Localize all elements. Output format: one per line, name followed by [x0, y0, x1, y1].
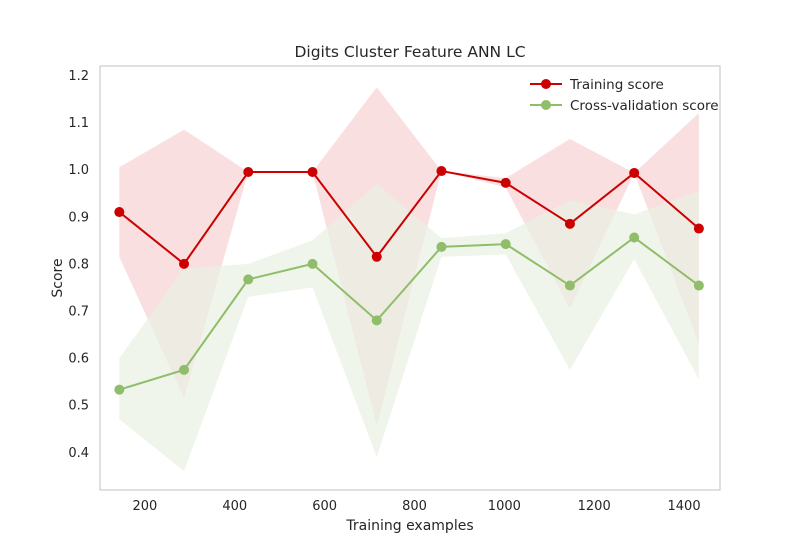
legend: Training score Cross-validation score — [530, 77, 719, 114]
x-tick-label: 1200 — [578, 499, 611, 514]
series-lines — [118, 169, 700, 391]
y-tick-label: 0.4 — [68, 446, 89, 461]
point-series-1-7 — [564, 280, 575, 291]
point-series-1-4 — [371, 315, 382, 326]
point-series-1-2 — [243, 274, 254, 285]
x-tick-labels: 200 400 600 800 1000 1200 1400 — [133, 499, 701, 514]
y-tick-labels: 0.4 0.5 0.6 0.7 0.8 0.9 1.0 1.1 1.2 — [68, 69, 89, 461]
chart-title: Digits Cluster Feature ANN LC — [294, 43, 525, 61]
y-tick-label: 0.9 — [68, 210, 89, 225]
point-series-0-2 — [243, 167, 254, 177]
point-series-1-3 — [307, 258, 318, 269]
legend-marker-training — [541, 79, 551, 89]
x-tick-label: 1000 — [488, 499, 521, 514]
band-series-1 — [119, 183, 699, 472]
point-series-1-8 — [629, 232, 640, 243]
point-series-1-1 — [179, 364, 190, 375]
x-tick-label: 800 — [402, 499, 427, 514]
point-series-1-0 — [114, 384, 125, 395]
point-series-0-7 — [564, 218, 575, 229]
point-series-0-4 — [371, 251, 382, 262]
x-tick-label: 1400 — [668, 499, 701, 514]
x-tick-label: 400 — [222, 499, 247, 514]
line-series-0 — [118, 169, 700, 266]
y-tick-label: 1.2 — [68, 69, 89, 84]
series-points — [114, 166, 704, 395]
point-series-0-5 — [436, 166, 447, 177]
legend-label-cv: Cross-validation score — [570, 98, 719, 114]
point-series-0-9 — [693, 223, 704, 234]
point-series-0-8 — [629, 167, 640, 178]
legend-label-training: Training score — [569, 77, 664, 93]
x-axis-label: Training examples — [345, 518, 473, 534]
x-tick-label: 600 — [312, 499, 337, 514]
y-tick-label: 0.5 — [68, 399, 89, 414]
point-series-0-0 — [114, 207, 125, 218]
plot-frame — [99, 65, 721, 491]
y-tick-label: 0.6 — [68, 352, 89, 367]
y-tick-label: 0.7 — [68, 304, 89, 319]
line-series-1 — [119, 236, 700, 391]
x-tick-label: 200 — [133, 499, 158, 514]
legend-marker-cv — [541, 100, 551, 110]
std-bands — [119, 87, 699, 472]
point-series-1-6 — [500, 239, 511, 250]
point-series-0-6 — [500, 177, 511, 188]
y-axis-label: Score — [50, 258, 66, 297]
y-tick-label: 1.1 — [68, 116, 89, 131]
y-tick-label: 1.0 — [68, 163, 89, 178]
point-series-1-5 — [436, 241, 447, 252]
y-tick-label: 0.8 — [68, 257, 89, 272]
point-series-1-9 — [693, 280, 704, 291]
point-series-0-1 — [179, 258, 190, 269]
point-series-0-3 — [307, 167, 318, 177]
